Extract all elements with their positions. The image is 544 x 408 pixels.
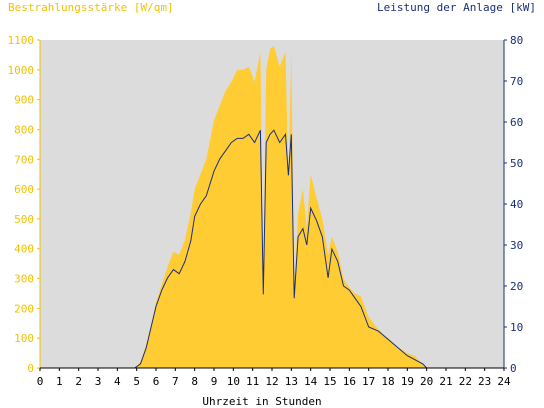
x-axis-tick-label: 0	[37, 375, 44, 388]
x-axis-tick-label: 18	[381, 375, 394, 388]
x-axis-tick-label: 15	[323, 375, 336, 388]
x-axis-tick-label: 20	[420, 375, 433, 388]
right-axis-tick-label: 80	[510, 34, 523, 47]
x-axis-tick-label: 23	[478, 375, 491, 388]
x-axis-tick-label: 21	[439, 375, 452, 388]
x-axis-tick-label: 1	[56, 375, 63, 388]
x-axis-tick-label: 11	[246, 375, 259, 388]
right-axis-tick-label: 40	[510, 198, 523, 211]
x-axis-tick-label: 13	[285, 375, 298, 388]
x-axis-tick-label: 12	[265, 375, 278, 388]
plot-layer	[40, 46, 504, 369]
x-axis-tick-label: 9	[211, 375, 218, 388]
x-axis-tick-label: 14	[304, 375, 318, 388]
x-axis-tick-label: 5	[133, 375, 140, 388]
x-axis-tick-label: 24	[497, 375, 511, 388]
x-axis-title: Uhrzeit in Stunden	[202, 395, 321, 408]
left-axis-tick-label: 700	[14, 153, 34, 166]
right-axis-tick-label: 30	[510, 239, 523, 252]
left-axis-tick-label: 800	[14, 123, 34, 136]
x-axis-tick-label: 4	[114, 375, 121, 388]
power-line	[40, 129, 504, 369]
x-axis-tick-label: 3	[95, 375, 102, 388]
left-axis-tick-label: 100	[14, 332, 34, 345]
left-axis-tick-label: 1000	[8, 64, 35, 77]
right-axis-title: Leistung der Anlage [kW]	[377, 1, 536, 14]
right-axis-tick-label: 70	[510, 75, 523, 88]
left-axis-tick-label: 400	[14, 243, 34, 256]
x-axis-tick-label: 22	[459, 375, 472, 388]
left-axis-tick-label: 500	[14, 213, 34, 226]
right-axis-tick-label: 20	[510, 280, 523, 293]
left-axis-tick-label: 300	[14, 273, 34, 286]
right-axis-tick-label: 50	[510, 157, 523, 170]
x-axis-tick-label: 6	[153, 375, 160, 388]
left-axis-tick-label: 1100	[8, 34, 35, 47]
left-axis-tick-label: 600	[14, 183, 34, 196]
x-axis-tick-label: 19	[401, 375, 414, 388]
right-axis-tick-label: 10	[510, 321, 523, 334]
axis-layer: 0100200300400500600700800900100011000102…	[8, 34, 524, 388]
left-axis-tick-label: 900	[14, 94, 34, 107]
left-axis-title: Bestrahlungsstärke [W/qm]	[8, 1, 174, 14]
x-axis-tick-label: 17	[362, 375, 375, 388]
irradiance-area	[40, 46, 504, 368]
x-axis-tick-label: 7	[172, 375, 179, 388]
left-axis-tick-label: 0	[27, 362, 34, 375]
x-axis-tick-label: 2	[75, 375, 82, 388]
right-axis-tick-label: 0	[510, 362, 517, 375]
x-axis-tick-label: 16	[343, 375, 356, 388]
right-axis-tick-label: 60	[510, 116, 523, 129]
x-axis-tick-label: 10	[227, 375, 240, 388]
left-axis-tick-label: 200	[14, 302, 34, 315]
x-axis-tick-label: 8	[191, 375, 198, 388]
